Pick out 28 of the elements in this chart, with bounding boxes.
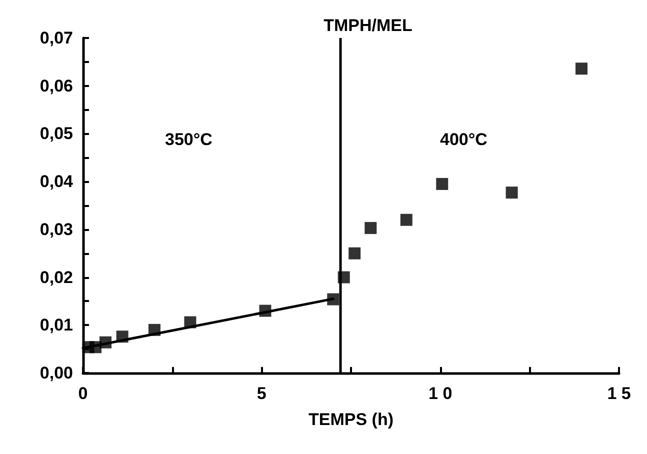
chart-title: TMPH/MEL — [324, 16, 412, 35]
point — [400, 214, 412, 226]
point — [116, 330, 128, 343]
x-tick-label: 1 5 — [607, 384, 631, 403]
point — [348, 247, 361, 260]
x-tick-label: 0 — [78, 384, 88, 403]
x-tick-label: 1 0 — [428, 384, 452, 403]
y-tick-label: 0,06 — [40, 76, 73, 96]
point — [506, 186, 518, 199]
point — [259, 304, 272, 317]
point — [364, 222, 377, 234]
point — [148, 324, 160, 336]
annotation: 350°C — [165, 130, 212, 149]
y-tick-label: 0,02 — [40, 268, 73, 287]
y-tick-label: 0,05 — [40, 124, 73, 144]
y-tick-label: 0,07 — [40, 28, 73, 48]
point — [436, 178, 448, 190]
point — [575, 62, 588, 75]
y-tick-label: 0,03 — [40, 220, 73, 239]
x-tick-label: 5 — [256, 384, 266, 403]
x-axis-title: TEMPS (h) — [308, 410, 394, 429]
point — [184, 316, 196, 328]
y-tick-label: 0,01 — [40, 316, 73, 335]
y-tick-label: 0,04 — [40, 172, 74, 192]
annotation: 400°C — [440, 130, 488, 149]
y-tick-label: 0,00 — [40, 364, 73, 382]
point — [327, 293, 340, 306]
point — [100, 336, 112, 348]
